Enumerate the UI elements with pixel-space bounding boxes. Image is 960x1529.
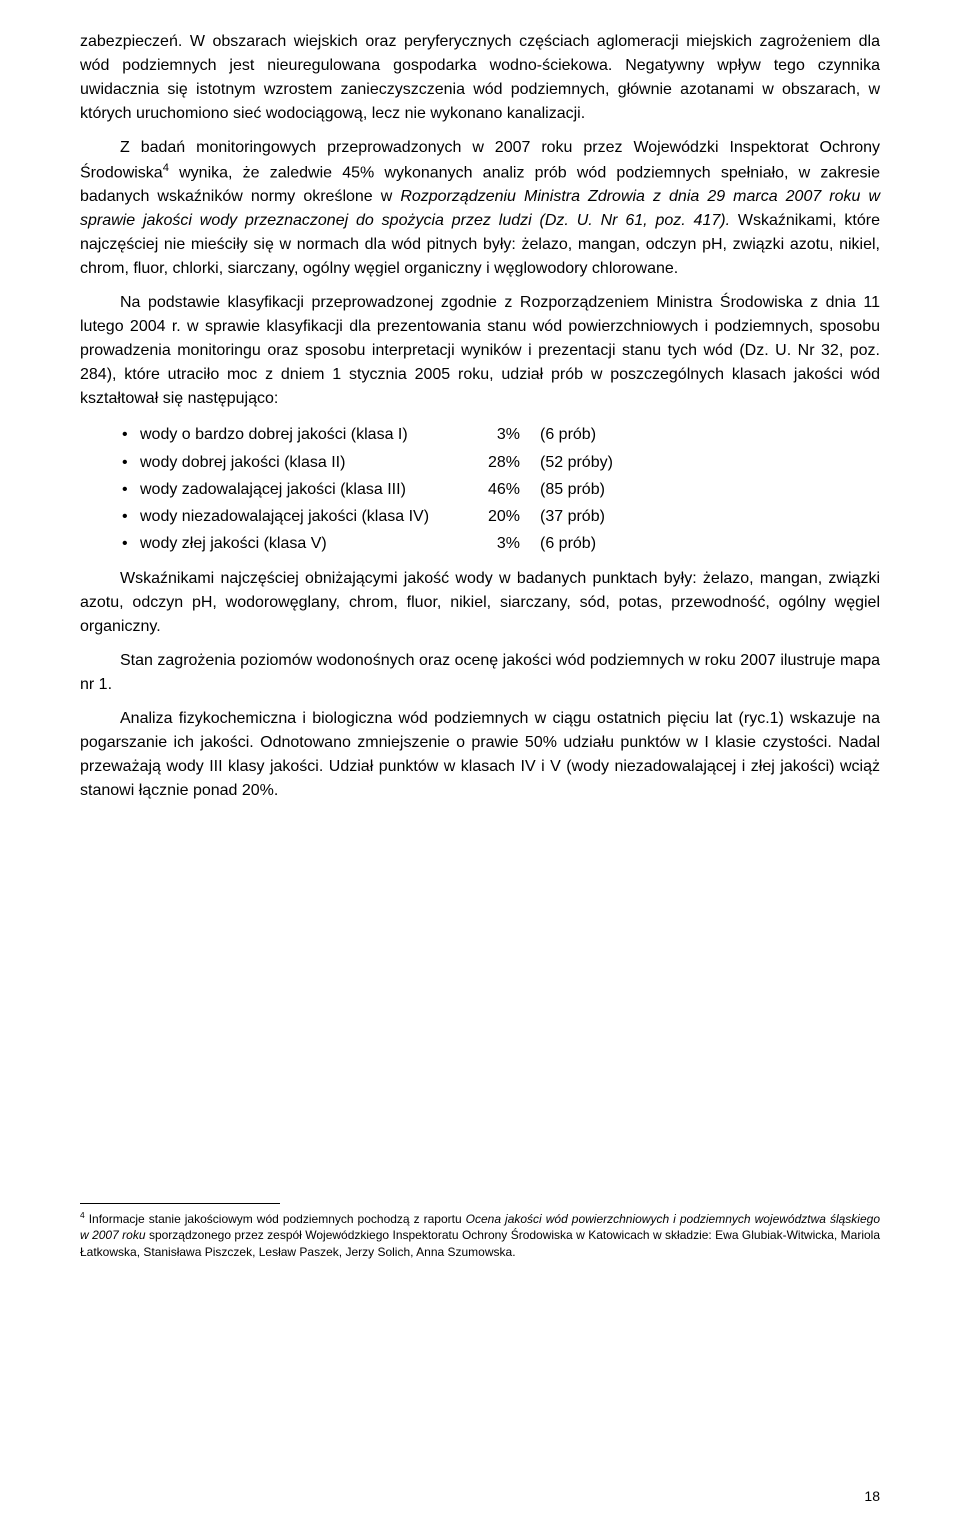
list-item-pct: 46% xyxy=(460,476,520,503)
list-item-pct: 3% xyxy=(460,421,520,448)
list-item-count: (37 prób) xyxy=(520,503,630,530)
page-number: 18 xyxy=(864,1488,880,1504)
quality-class-list: wody o bardzo dobrej jakości (klasa I) 3… xyxy=(80,421,880,557)
list-item: wody o bardzo dobrej jakości (klasa I) 3… xyxy=(140,421,880,448)
footnote-text-a: Informacje stanie jakościowym wód podzie… xyxy=(85,1212,466,1226)
list-item-count: (85 prób) xyxy=(520,476,630,503)
list-item: wody niezadowalającej jakości (klasa IV)… xyxy=(140,503,880,530)
footnote-4: 4 Informacje stanie jakościowym wód podz… xyxy=(80,1210,880,1260)
list-item-label: wody złej jakości (klasa V) xyxy=(140,530,460,557)
paragraph-4: Wskaźnikami najczęściej obniżającymi jak… xyxy=(80,567,880,639)
paragraph-3: Na podstawie klasyfikacji przeprowadzone… xyxy=(80,291,880,411)
paragraph-5: Stan zagrożenia poziomów wodonośnych ora… xyxy=(80,649,880,697)
list-item: wody zadowalającej jakości (klasa III) 4… xyxy=(140,476,880,503)
footnote-text-b: sporządzonego przez zespół Wojewódzkiego… xyxy=(80,1228,880,1258)
list-item-pct: 20% xyxy=(460,503,520,530)
list-item-label: wody o bardzo dobrej jakości (klasa I) xyxy=(140,421,460,448)
list-item-count: (6 prób) xyxy=(520,530,630,557)
list-item-label: wody niezadowalającej jakości (klasa IV) xyxy=(140,503,460,530)
list-item-count: (6 prób) xyxy=(520,421,630,448)
list-item: wody złej jakości (klasa V) 3% (6 prób) xyxy=(140,530,880,557)
list-item-count: (52 próby) xyxy=(520,449,630,476)
list-item-label: wody zadowalającej jakości (klasa III) xyxy=(140,476,460,503)
paragraph-2: Z badań monitoringowych przeprowadzonych… xyxy=(80,136,880,281)
list-item-label: wody dobrej jakości (klasa II) xyxy=(140,449,460,476)
list-item: wody dobrej jakości (klasa II) 28% (52 p… xyxy=(140,449,880,476)
list-item-pct: 3% xyxy=(460,530,520,557)
paragraph-6: Analiza fizykochemiczna i biologiczna wó… xyxy=(80,707,880,803)
paragraph-1: zabezpieczeń. W obszarach wiejskich oraz… xyxy=(80,30,880,126)
footnote-separator xyxy=(80,1203,280,1204)
list-item-pct: 28% xyxy=(460,449,520,476)
